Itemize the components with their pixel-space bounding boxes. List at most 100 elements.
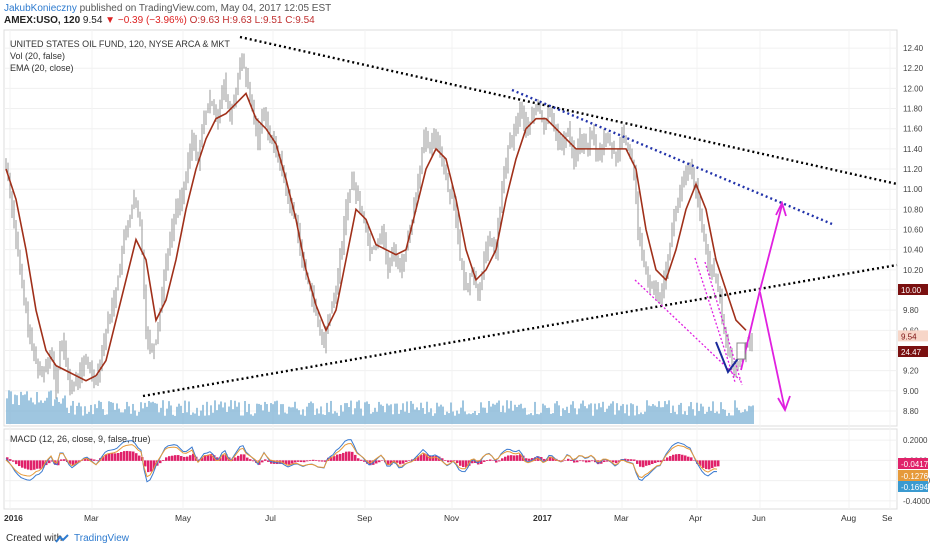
volume-bar	[310, 401, 312, 424]
volume-bar	[644, 411, 646, 424]
macd-histogram-bar	[126, 450, 129, 461]
volume-bar	[598, 403, 600, 424]
volume-bar	[424, 413, 426, 424]
y-tick-label: 12.00	[903, 84, 924, 93]
channel-line	[634, 279, 741, 381]
volume-bar	[748, 405, 750, 424]
macd-histogram-bar	[510, 455, 513, 461]
volume-bar	[696, 402, 698, 424]
macd-histogram-bar	[471, 460, 474, 464]
volume-bar	[18, 405, 20, 424]
volume-bar	[314, 414, 316, 424]
macd-label-macd: -0.1694	[901, 483, 929, 492]
volume-bar	[726, 415, 728, 424]
tradingview-brand-link[interactable]: TradingView	[74, 533, 130, 544]
volume-bar	[490, 406, 492, 424]
volume-bar	[148, 401, 150, 424]
volume-bar	[564, 410, 566, 424]
volume-bar	[530, 413, 532, 424]
y-tick-label: 11.20	[903, 165, 923, 174]
volume-bar	[28, 400, 30, 424]
volume-bar	[464, 411, 466, 424]
volume-bar	[744, 409, 746, 424]
volume-bar	[430, 408, 432, 424]
macd-histogram-bar	[357, 458, 360, 461]
price-chart[interactable]: 0.20000.0000-0.2000-0.4000 12.4012.2012.…	[0, 0, 932, 530]
macd-histogram-bar	[441, 458, 444, 461]
y-tick-label: 9.00	[903, 387, 919, 396]
volume-bar	[468, 413, 470, 424]
volume-bar	[554, 403, 556, 424]
volume-bar	[296, 408, 298, 424]
volume-bar	[544, 405, 546, 424]
macd-histogram-bar	[105, 454, 108, 461]
macd-histogram-bar	[30, 460, 33, 471]
volume-bar	[364, 402, 366, 424]
volume-bar	[184, 400, 186, 424]
volume-bar	[208, 415, 210, 424]
macd-histogram-bar	[21, 460, 24, 468]
macd-histogram-bar	[18, 460, 21, 467]
volume-bar	[230, 400, 232, 424]
macd-histogram-bar	[408, 460, 411, 461]
volume-bar	[108, 401, 110, 424]
volume-bar	[692, 409, 694, 424]
volume-bar	[612, 401, 614, 424]
volume-bar	[320, 406, 322, 424]
volume-bar	[504, 412, 506, 424]
volume-bar	[388, 405, 390, 424]
volume-bar	[122, 412, 124, 424]
volume-bar	[500, 412, 502, 424]
volume-bar	[672, 405, 674, 424]
volume-bar	[270, 403, 272, 424]
macd-histogram-bar	[606, 460, 609, 462]
volume-bar	[648, 405, 650, 424]
price-label-ema: 10.00	[901, 286, 922, 295]
volume-bar	[192, 412, 194, 424]
macd-histogram-bar	[63, 459, 66, 461]
macd-histogram-bar	[168, 456, 171, 461]
volume-bar	[676, 414, 678, 424]
volume-bar	[234, 400, 236, 424]
volume-bar	[214, 400, 216, 424]
volume-bar	[174, 415, 176, 424]
volume-bar	[724, 409, 726, 424]
volume-bar	[178, 403, 180, 424]
macd-histogram-bar	[294, 460, 297, 463]
volume-bar	[608, 405, 610, 424]
volume-bar	[740, 412, 742, 424]
volume-bar	[480, 402, 482, 424]
author-link[interactable]: JakubKonieczny	[4, 3, 77, 14]
macd-histogram-bar	[174, 455, 177, 461]
macd-histogram-bar	[234, 457, 237, 461]
volume-bar	[26, 391, 28, 424]
volume-bar	[358, 400, 360, 424]
volume-bar	[432, 415, 434, 424]
macd-histogram-bar	[144, 460, 147, 467]
macd-histogram-bar	[81, 460, 84, 461]
volume-bar	[134, 410, 136, 424]
volume-bar	[64, 395, 66, 424]
arrowhead-icon	[777, 395, 791, 413]
macd-histogram-bar	[252, 460, 255, 462]
macd-histogram-bar	[282, 460, 285, 464]
macd-histogram-bar	[75, 460, 78, 464]
volume-bar	[322, 414, 324, 424]
volume-bar	[510, 400, 512, 424]
volume-bar	[14, 394, 16, 424]
volume-bar	[194, 413, 196, 424]
volume-bar	[720, 402, 722, 424]
volume-bar	[736, 407, 738, 424]
volume-bar	[520, 403, 522, 424]
macd-histogram-bar	[264, 459, 267, 461]
macd-histogram-bar	[153, 460, 156, 470]
volume-bar	[666, 404, 668, 424]
volume-bar	[498, 400, 500, 424]
volume-bar	[24, 394, 26, 424]
volume-bar	[182, 412, 184, 424]
macd-histogram-bar	[654, 460, 657, 463]
volume-bar	[60, 403, 62, 424]
volume-bar	[524, 407, 526, 424]
macd-histogram-bar	[114, 453, 117, 461]
volume-bar	[434, 413, 436, 424]
